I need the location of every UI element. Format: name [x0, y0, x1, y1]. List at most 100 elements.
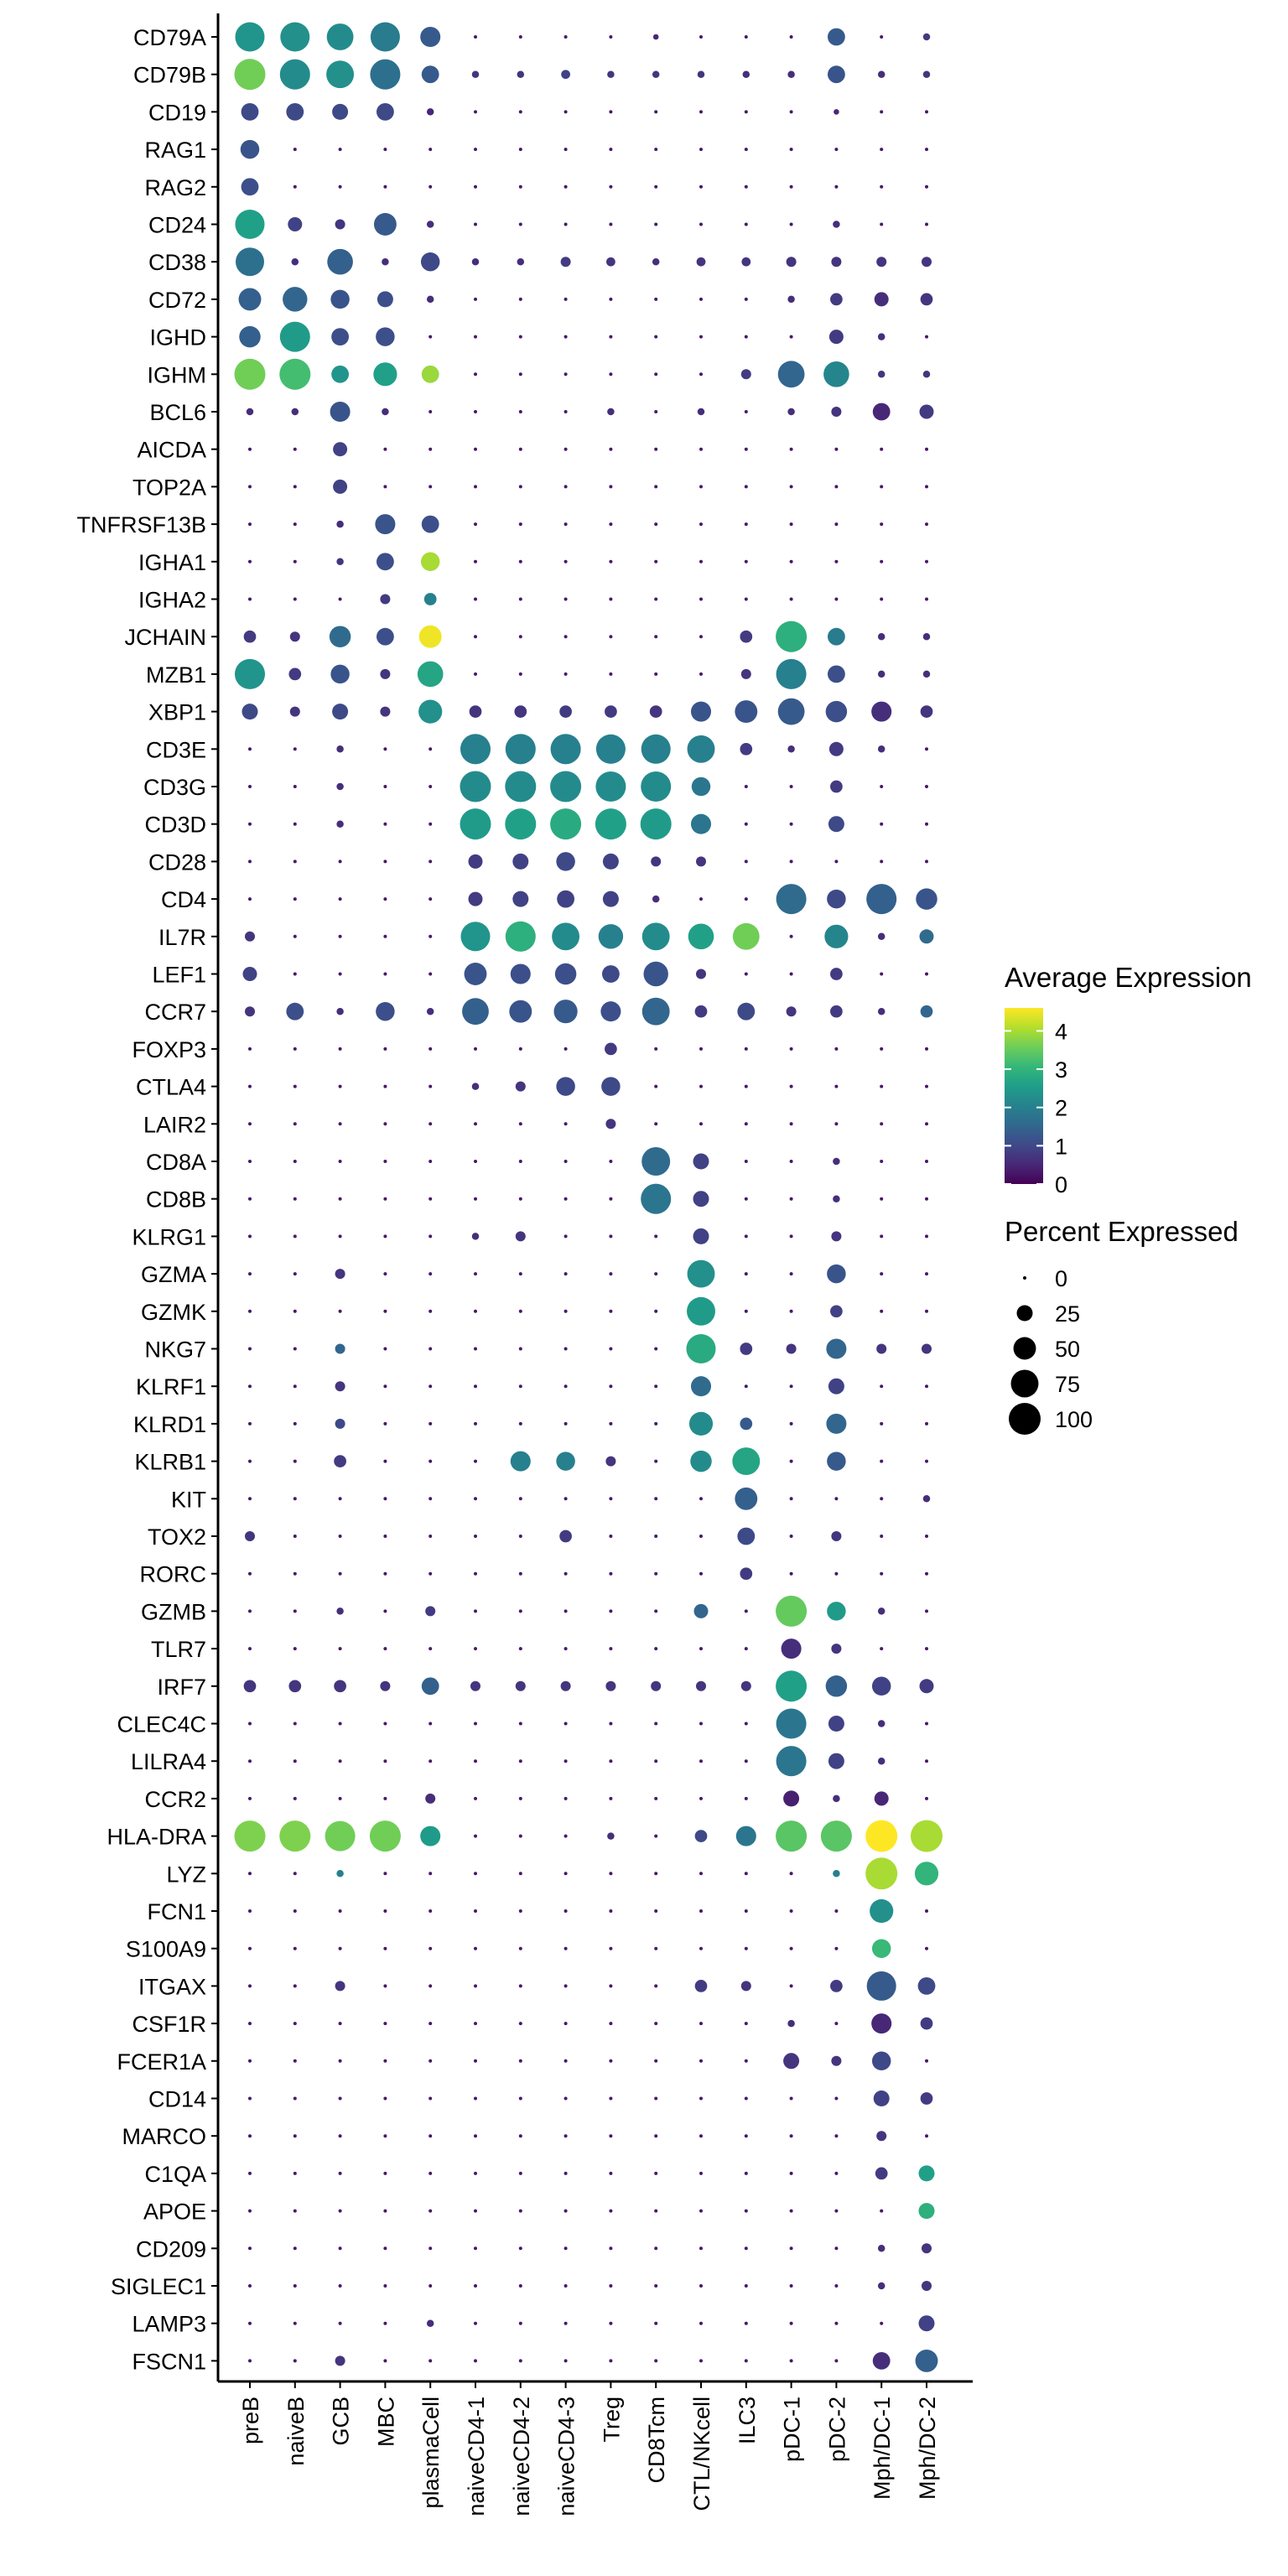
dot	[474, 1571, 477, 1576]
dot	[564, 1722, 568, 1726]
dot	[699, 2284, 703, 2288]
dot	[609, 1197, 613, 1201]
dot	[512, 891, 529, 907]
dot	[518, 1309, 522, 1313]
dot	[609, 35, 613, 39]
dot	[789, 1497, 793, 1501]
dot	[688, 1411, 714, 1436]
dot	[789, 860, 793, 864]
dot	[383, 972, 387, 976]
dot	[609, 1647, 613, 1651]
dot	[834, 559, 839, 564]
dot	[428, 1272, 433, 1276]
dot	[699, 148, 703, 152]
dot	[474, 2096, 477, 2101]
dot	[423, 593, 437, 605]
dot	[699, 2246, 703, 2251]
dot	[293, 1722, 297, 1726]
dot	[383, 2134, 387, 2138]
dot	[915, 2349, 938, 2372]
dot	[564, 1384, 568, 1389]
dot	[834, 447, 839, 451]
dot	[823, 361, 849, 387]
dot	[293, 1647, 297, 1651]
dot	[609, 2246, 613, 2251]
dot	[474, 1272, 477, 1276]
dot	[740, 1343, 753, 1355]
dot	[335, 2355, 345, 2366]
dot	[428, 184, 433, 189]
gene-label: FSCN1	[132, 2349, 206, 2374]
dot	[474, 1459, 477, 1463]
dot	[474, 148, 477, 152]
dot	[293, 184, 297, 189]
dot	[925, 1272, 928, 1276]
dot	[564, 1834, 568, 1838]
color-legend-title: Average Expression	[1005, 962, 1252, 993]
dot	[380, 706, 391, 717]
dot	[564, 1497, 568, 1501]
dot	[654, 1309, 658, 1313]
dot	[641, 922, 670, 951]
dot	[826, 1338, 847, 1359]
dot	[279, 59, 310, 90]
gene-label: CD24	[148, 213, 206, 238]
dot	[786, 257, 797, 267]
dot	[564, 35, 568, 39]
dot	[509, 1000, 532, 1023]
dot	[383, 897, 387, 901]
dot	[871, 2051, 891, 2071]
dot	[248, 1759, 252, 1763]
dot	[552, 922, 580, 951]
dot	[428, 1984, 433, 1988]
dot	[474, 1046, 477, 1051]
dot	[744, 2321, 748, 2325]
dot	[518, 297, 522, 301]
dot	[518, 1421, 522, 1426]
dot	[921, 2243, 932, 2254]
dot	[518, 1160, 522, 1163]
dot	[474, 1160, 477, 1163]
dot	[474, 1909, 477, 1913]
dot	[293, 934, 297, 938]
dot	[654, 222, 658, 226]
dot	[289, 631, 300, 642]
dot	[880, 1234, 884, 1239]
dot	[609, 110, 613, 114]
dot	[834, 2209, 839, 2213]
dot	[248, 1347, 252, 1351]
dot	[474, 522, 477, 527]
dot	[744, 1946, 748, 1950]
dot	[474, 1122, 477, 1126]
dot	[248, 1234, 252, 1239]
dot	[834, 148, 839, 152]
dot	[428, 1122, 433, 1126]
dot	[518, 1872, 522, 1876]
dot	[654, 559, 658, 564]
dot	[428, 410, 433, 413]
dot	[605, 1119, 616, 1130]
dot	[699, 1497, 703, 1501]
dot	[789, 1384, 793, 1389]
dot	[699, 672, 703, 676]
dot	[248, 1946, 252, 1950]
dot	[420, 1826, 441, 1846]
dot	[564, 1984, 568, 1988]
dot	[518, 2321, 522, 2325]
dot	[518, 635, 522, 639]
dot	[338, 1909, 342, 1913]
dot	[338, 2096, 342, 2101]
dot	[248, 447, 252, 451]
gene-label: CD8A	[146, 1150, 206, 1175]
dot	[880, 785, 884, 788]
dot	[609, 297, 613, 301]
dot	[831, 406, 842, 418]
dot	[831, 2055, 842, 2066]
dot	[248, 2321, 252, 2325]
dot	[293, 1046, 297, 1051]
dot	[825, 700, 848, 723]
dot	[699, 222, 703, 226]
dot	[338, 1571, 342, 1576]
dot	[740, 1981, 751, 1992]
dot	[338, 184, 342, 189]
